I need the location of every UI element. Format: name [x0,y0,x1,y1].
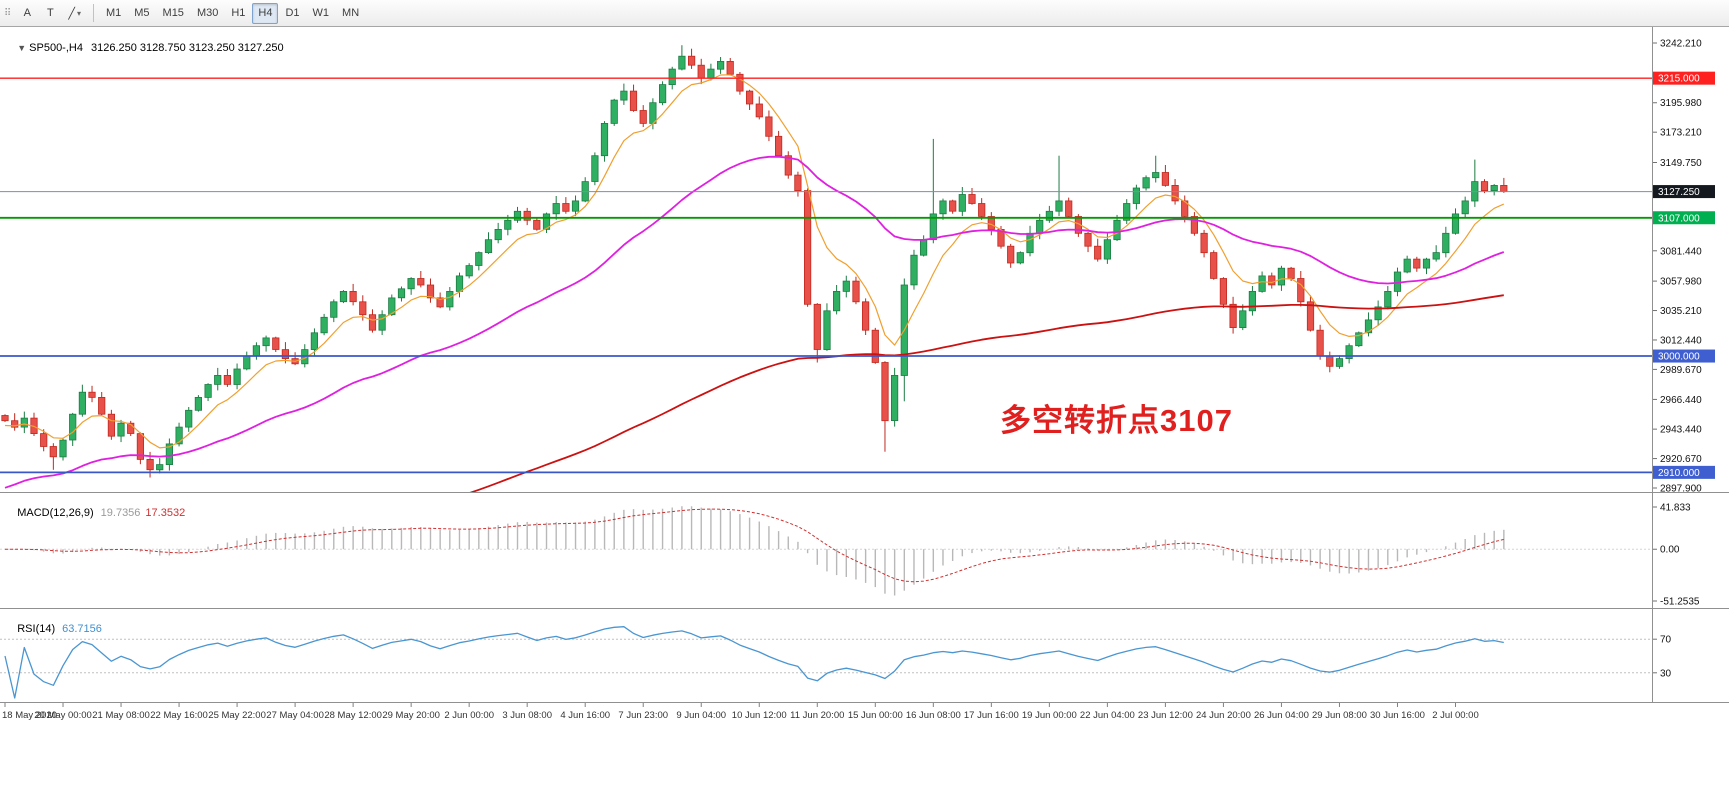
svg-text:11 Jun 20:00: 11 Jun 20:00 [790,710,844,721]
time-axis-panel: 18 May 2020 20 May 00:00 21 May 08:00 22 Ma… [0,702,1729,797]
svg-text:3195.980: 3195.980 [1660,98,1702,109]
svg-text:2897.900: 2897.900 [1660,484,1702,492]
svg-text:29 Jun 08:00: 29 Jun 08:00 [1312,710,1367,721]
svg-text:0.00: 0.00 [1660,545,1680,556]
macd-canvas[interactable]: 41.833 0.00 -51.2535 [0,492,1729,608]
main-chart-canvas[interactable]: 3242.210 3195.980 3173.210 3149.750 3081.440… [0,27,1729,492]
svg-text:15 Jun 00:00: 15 Jun 00:00 [848,710,903,721]
toolbar-drag-handle-icon[interactable]: ⠿ [4,7,12,19]
svg-text:2943.440: 2943.440 [1660,425,1702,436]
toolbar: ⠿ A T ╱ ▾ M1 M5 M15 M30 H1 H4 D1 W1 MN [0,0,1729,27]
svg-text:16 Jun 08:00: 16 Jun 08:00 [906,710,961,721]
svg-text:3035.210: 3035.210 [1660,306,1702,317]
svg-text:2 Jul 00:00: 2 Jul 00:00 [1432,710,1478,721]
svg-text:23 Jun 12:00: 23 Jun 12:00 [1138,710,1193,721]
svg-text:10 Jun 12:00: 10 Jun 12:00 [732,710,787,721]
toolbar-separator [92,4,94,22]
svg-text:4 Jun 16:00: 4 Jun 16:00 [560,710,610,721]
svg-text:21 May 08:00: 21 May 08:00 [92,710,150,721]
svg-text:19 Jun 00:00: 19 Jun 00:00 [1022,710,1077,721]
macd-panel: 41.833 0.00 -51.2535 MACD(12,26,9) 19.7356 1… [0,492,1729,608]
svg-text:2966.440: 2966.440 [1660,395,1702,406]
svg-text:3173.210: 3173.210 [1660,128,1702,139]
timeframe-mn-button[interactable]: MN [336,3,365,24]
svg-text:22 May 16:00: 22 May 16:00 [150,710,208,721]
svg-text:27 May 04:00: 27 May 04:00 [266,710,324,721]
main-chart-panel: 3242.210 3195.980 3173.210 3149.750 3081.440… [0,27,1729,492]
timeframe-m1-button[interactable]: M1 [100,3,127,24]
text-tool-button[interactable]: T [39,3,61,24]
svg-text:2920.670: 2920.670 [1660,454,1702,465]
svg-text:29 May 20:00: 29 May 20:00 [382,710,440,721]
rsi-canvas[interactable]: 70 30 [0,608,1729,702]
svg-text:7 Jun 23:00: 7 Jun 23:00 [618,710,668,721]
svg-text:3000.000: 3000.000 [1658,352,1700,363]
timeframe-m15-button[interactable]: M15 [157,3,190,24]
svg-text:70: 70 [1660,635,1672,646]
timeframe-d1-button[interactable]: D1 [279,3,305,24]
timeframe-h4-button[interactable]: H4 [252,2,279,24]
svg-text:3215.000: 3215.000 [1658,74,1700,85]
timeframe-m30-button[interactable]: M30 [191,3,224,24]
svg-text:22 Jun 04:00: 22 Jun 04:00 [1080,710,1135,721]
svg-text:30 Jun 16:00: 30 Jun 16:00 [1370,710,1425,721]
svg-text:-51.2535: -51.2535 [1660,597,1700,608]
svg-text:41.833: 41.833 [1660,503,1691,514]
timeframe-h1-button[interactable]: H1 [225,3,251,24]
timeframe-w1-button[interactable]: W1 [307,3,336,24]
svg-text:2989.670: 2989.670 [1660,365,1702,376]
svg-text:3057.980: 3057.980 [1660,277,1702,288]
svg-text:3012.440: 3012.440 [1660,335,1702,346]
svg-text:18 May 2020: 18 May 2020 [2,710,57,721]
timeframe-group: M1 M5 M15 M30 H1 H4 D1 W1 MN [100,2,365,24]
svg-text:30: 30 [1660,668,1672,679]
svg-text:3127.250: 3127.250 [1658,187,1700,198]
line-tool-icon: ╱ [68,7,75,20]
svg-text:2910.000: 2910.000 [1658,468,1700,479]
svg-text:9 Jun 04:00: 9 Jun 04:00 [676,710,726,721]
svg-text:3149.750: 3149.750 [1660,158,1702,169]
svg-text:2 Jun 00:00: 2 Jun 00:00 [444,710,494,721]
svg-text:20 May 00:00: 20 May 00:00 [34,710,92,721]
svg-text:3081.440: 3081.440 [1660,246,1702,257]
chevron-down-icon: ▾ [76,8,81,18]
rsi-panel: 70 30 RSI(14) 63.7156 [0,608,1729,702]
svg-text:3107.000: 3107.000 [1658,213,1700,224]
svg-text:24 Jun 20:00: 24 Jun 20:00 [1196,710,1251,721]
svg-text:25 May 22:00: 25 May 22:00 [208,710,266,721]
svg-text:17 Jun 16:00: 17 Jun 16:00 [964,710,1019,721]
svg-text:3 Jun 08:00: 3 Jun 08:00 [502,710,552,721]
annotation-tool-button[interactable]: A [16,3,38,24]
timeframe-m5-button[interactable]: M5 [128,3,155,24]
svg-text:3242.210: 3242.210 [1660,39,1702,50]
svg-text:28 May 12:00: 28 May 12:00 [324,710,382,721]
draw-tool-button[interactable]: ╱ ▾ [62,3,87,24]
svg-text:26 Jun 04:00: 26 Jun 04:00 [1254,710,1309,721]
